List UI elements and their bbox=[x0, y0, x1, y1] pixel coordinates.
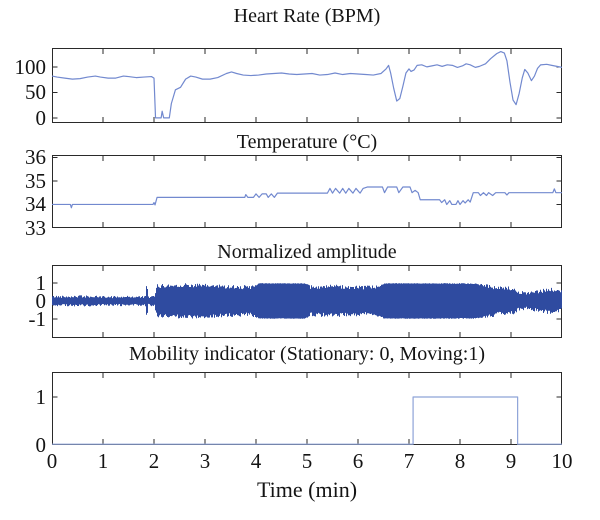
mobility-plot bbox=[52, 372, 562, 445]
y-tick-label: -1 bbox=[28, 306, 47, 331]
normalized-amplitude-series bbox=[52, 283, 562, 319]
x-tick-label: 9 bbox=[505, 449, 517, 473]
x-tick-label: 0 bbox=[46, 449, 58, 473]
x-axis-label: Time (min) bbox=[256, 477, 358, 502]
x-tick-label: 3 bbox=[199, 449, 211, 473]
y-tick-label: 35 bbox=[25, 168, 46, 193]
mobility-canvas bbox=[52, 372, 562, 445]
x-tick-label: 7 bbox=[403, 449, 415, 473]
temperature-canvas bbox=[52, 155, 562, 228]
heart-rate-canvas bbox=[52, 48, 562, 123]
y-tick-label: 1 bbox=[35, 384, 47, 409]
x-tick-label: 5 bbox=[301, 449, 313, 473]
heart-rate-series bbox=[52, 50, 562, 119]
mobility-title: Mobility indicator (Stationary: 0, Movin… bbox=[128, 343, 486, 365]
axis-box bbox=[52, 155, 562, 228]
x-tick-label: 1 bbox=[97, 449, 109, 473]
x-tick-label: 8 bbox=[454, 449, 466, 473]
temperature-series bbox=[52, 186, 562, 209]
y-tick-label: 0 bbox=[35, 433, 47, 457]
heart-rate-title: Heart Rate (BPM) bbox=[233, 5, 381, 27]
y-tick-label: 1 bbox=[35, 271, 47, 296]
tick-marks bbox=[52, 49, 562, 122]
amplitude-title: Normalized amplitude bbox=[217, 241, 397, 263]
y-tick-label: 34 bbox=[25, 192, 46, 217]
normalized-amplitude-canvas bbox=[52, 265, 562, 338]
y-tick-label: 0 bbox=[35, 105, 47, 130]
x-tick-label: 10 bbox=[551, 449, 573, 473]
heart-rate-plot bbox=[52, 48, 562, 123]
amplitude-plot bbox=[52, 265, 562, 338]
y-tick-label: 50 bbox=[25, 80, 46, 105]
temperature-plot bbox=[52, 155, 562, 228]
x-tick-label: 6 bbox=[352, 449, 364, 473]
y-tick-label: 0 bbox=[35, 288, 47, 313]
y-tick-label: 100 bbox=[14, 54, 47, 79]
tick-marks bbox=[52, 156, 562, 228]
x-tick-label: 4 bbox=[250, 449, 262, 473]
y-tick-label: 33 bbox=[25, 216, 46, 240]
axis-box bbox=[52, 48, 562, 123]
x-tick-label: 2 bbox=[148, 449, 160, 473]
axis-box bbox=[52, 372, 562, 445]
temperature-title: Temperature (°C) bbox=[236, 131, 378, 153]
mobility-series bbox=[52, 396, 562, 445]
tick-marks bbox=[52, 373, 562, 445]
y-tick-label: 36 bbox=[25, 145, 46, 170]
